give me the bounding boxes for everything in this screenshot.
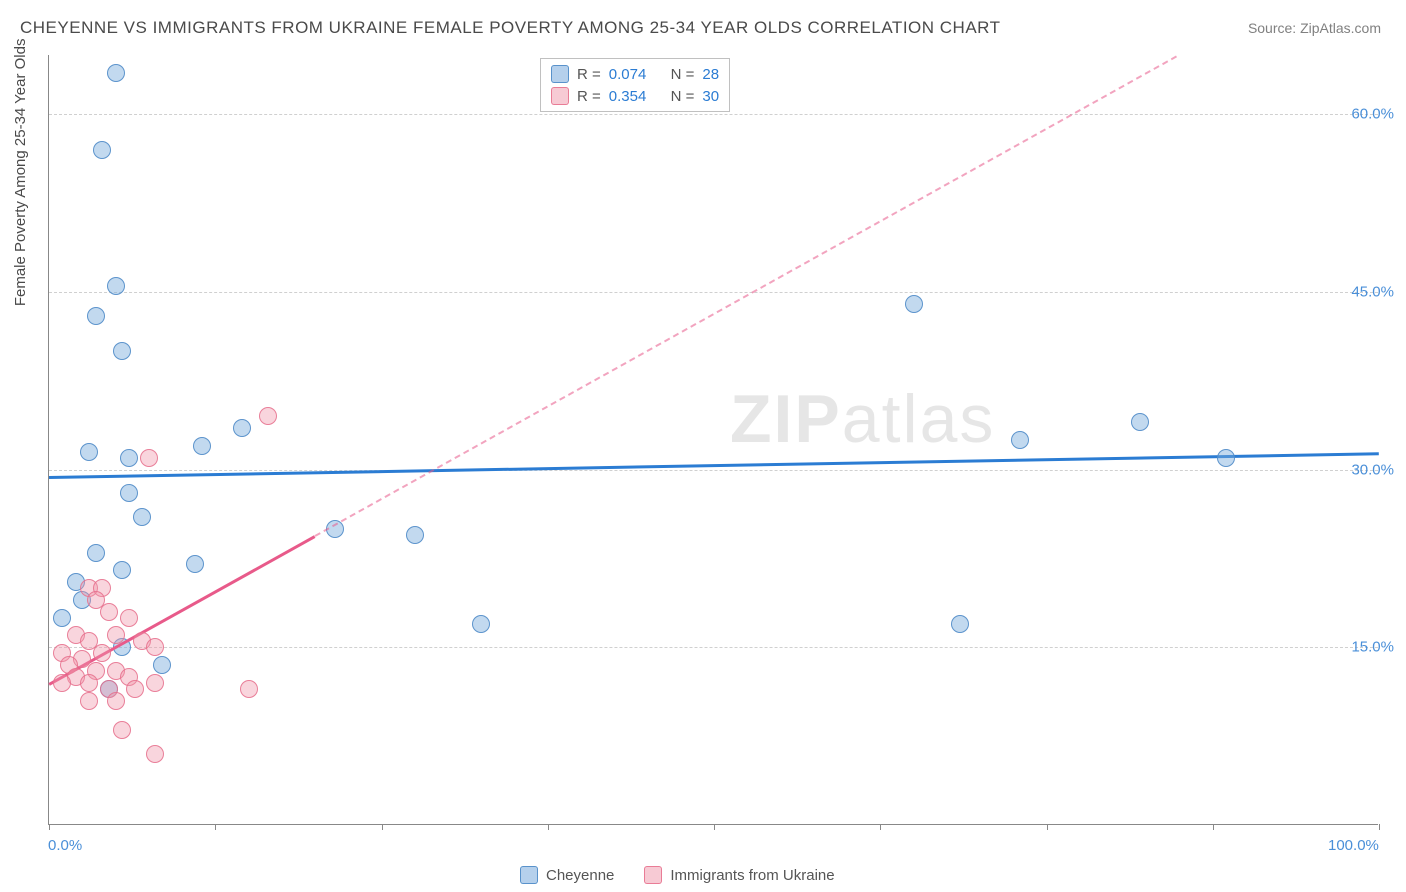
data-point-cheyenne (113, 342, 131, 360)
y-tick-label: 15.0% (1351, 639, 1394, 656)
data-point-cheyenne (153, 656, 171, 674)
data-point-cheyenne (93, 141, 111, 159)
y-tick-label: 30.0% (1351, 461, 1394, 478)
legend-row: R = 0.354 N = 30 (551, 85, 719, 107)
data-point-cheyenne (472, 615, 490, 633)
data-point-cheyenne (186, 555, 204, 573)
data-point-cheyenne (107, 64, 125, 82)
data-point-cheyenne (120, 449, 138, 467)
gridline-h (49, 647, 1378, 648)
data-point-ukraine (146, 674, 164, 692)
data-point-cheyenne (1217, 449, 1235, 467)
chart-container: CHEYENNE VS IMMIGRANTS FROM UKRAINE FEMA… (0, 0, 1406, 892)
swatch-pink (551, 87, 569, 105)
data-point-cheyenne (905, 295, 923, 313)
x-tick (382, 824, 383, 830)
data-point-ukraine (80, 674, 98, 692)
data-point-ukraine (240, 680, 258, 698)
data-point-ukraine (146, 745, 164, 763)
data-point-ukraine (140, 449, 158, 467)
chart-title: CHEYENNE VS IMMIGRANTS FROM UKRAINE FEMA… (20, 18, 1001, 38)
y-tick-label: 45.0% (1351, 283, 1394, 300)
x-tick (1047, 824, 1048, 830)
trend-line (49, 452, 1379, 478)
y-axis-label: Female Poverty Among 25-34 Year Olds (12, 39, 29, 307)
data-point-cheyenne (133, 508, 151, 526)
correlation-legend: R = 0.074 N = 28 R = 0.354 N = 30 (540, 58, 730, 112)
x-tick (1379, 824, 1380, 830)
y-tick-label: 60.0% (1351, 106, 1394, 123)
data-point-cheyenne (107, 277, 125, 295)
swatch-pink (644, 866, 662, 884)
x-tick (548, 824, 549, 830)
data-point-ukraine (107, 626, 125, 644)
data-point-cheyenne (113, 561, 131, 579)
swatch-blue (520, 866, 538, 884)
data-point-cheyenne (1131, 413, 1149, 431)
x-tick-label: 100.0% (1328, 837, 1379, 854)
data-point-ukraine (113, 721, 131, 739)
data-point-cheyenne (406, 526, 424, 544)
data-point-cheyenne (53, 609, 71, 627)
gridline-h (49, 470, 1378, 471)
data-point-cheyenne (1011, 431, 1029, 449)
source-label: Source: ZipAtlas.com (1248, 20, 1381, 36)
data-point-cheyenne (80, 443, 98, 461)
gridline-h (49, 292, 1378, 293)
gridline-h (49, 114, 1378, 115)
swatch-blue (551, 65, 569, 83)
legend-item: Immigrants from Ukraine (644, 866, 834, 884)
legend-item: Cheyenne (520, 866, 614, 884)
data-point-ukraine (126, 680, 144, 698)
data-point-ukraine (100, 603, 118, 621)
legend-row: R = 0.074 N = 28 (551, 63, 719, 85)
data-point-ukraine (53, 674, 71, 692)
data-point-cheyenne (120, 484, 138, 502)
data-point-cheyenne (87, 544, 105, 562)
data-point-ukraine (93, 644, 111, 662)
data-point-ukraine (146, 638, 164, 656)
x-tick (1213, 824, 1214, 830)
data-point-ukraine (120, 609, 138, 627)
x-tick (714, 824, 715, 830)
x-tick (215, 824, 216, 830)
data-point-cheyenne (233, 419, 251, 437)
x-tick (880, 824, 881, 830)
plot-area (48, 55, 1378, 825)
data-point-ukraine (259, 407, 277, 425)
data-point-cheyenne (87, 307, 105, 325)
x-tick (49, 824, 50, 830)
data-point-cheyenne (951, 615, 969, 633)
data-point-ukraine (107, 692, 125, 710)
x-tick-label: 0.0% (48, 837, 82, 854)
series-legend: Cheyenne Immigrants from Ukraine (520, 866, 835, 884)
data-point-cheyenne (193, 437, 211, 455)
data-point-ukraine (80, 692, 98, 710)
